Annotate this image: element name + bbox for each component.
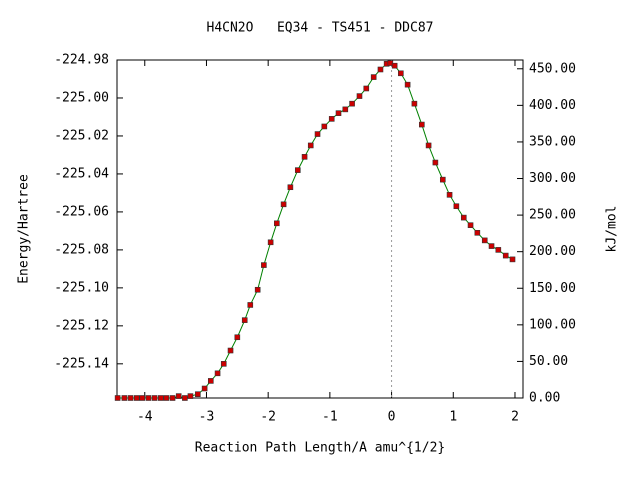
y2-tick-label: 100.00 bbox=[529, 317, 576, 332]
data-point bbox=[328, 116, 335, 122]
y2-tick-label: 250.00 bbox=[529, 208, 576, 223]
x-tick-label: -3 bbox=[199, 410, 215, 425]
data-point bbox=[234, 334, 241, 341]
chart-title: H4CN2O EQ34 - TS451 - DDC87 bbox=[207, 21, 434, 36]
data-point bbox=[175, 393, 182, 399]
x-tick-label: -4 bbox=[137, 410, 153, 425]
data-point bbox=[335, 110, 342, 116]
data-point bbox=[495, 247, 502, 253]
data-point bbox=[195, 391, 201, 398]
data-point bbox=[404, 81, 411, 88]
data-point bbox=[349, 100, 355, 107]
x-tick-label: -2 bbox=[260, 410, 276, 425]
data-point bbox=[127, 395, 134, 401]
data-point bbox=[481, 237, 488, 244]
data-point bbox=[241, 317, 248, 323]
data-point bbox=[467, 222, 474, 229]
y2-tick-label: 150.00 bbox=[529, 281, 576, 296]
y2-tick-label: 200.00 bbox=[529, 244, 576, 259]
data-point bbox=[145, 395, 152, 401]
data-point bbox=[254, 286, 261, 293]
data-point bbox=[411, 100, 418, 107]
data-point bbox=[446, 192, 453, 198]
y-tick-label: -225.12 bbox=[54, 318, 109, 333]
y-tick-label: -225.04 bbox=[54, 166, 109, 181]
y-tick-label: -225.10 bbox=[54, 280, 109, 295]
data-point bbox=[261, 262, 267, 268]
data-point bbox=[363, 85, 370, 92]
x-axis-label: Reaction Path Length/A amu^{1/2} bbox=[195, 441, 445, 456]
y2-axis-label: kJ/mol bbox=[605, 206, 620, 253]
data-point bbox=[314, 131, 321, 137]
data-point bbox=[121, 395, 128, 401]
data-point bbox=[342, 106, 349, 113]
data-point bbox=[391, 62, 398, 69]
x-tick-label: 2 bbox=[511, 410, 519, 425]
data-point bbox=[439, 176, 446, 183]
data-point bbox=[133, 395, 140, 401]
data-point bbox=[287, 184, 294, 191]
data-point bbox=[227, 347, 234, 354]
y2-tick-label: 450.00 bbox=[529, 61, 576, 76]
data-point bbox=[307, 142, 314, 149]
data-point bbox=[158, 395, 164, 401]
data-point bbox=[474, 229, 481, 236]
data-point bbox=[432, 159, 439, 166]
data-point bbox=[114, 395, 121, 401]
y-tick-label: -225.00 bbox=[54, 90, 109, 105]
y2-tick-label: 300.00 bbox=[529, 171, 576, 186]
x-tick-label: 1 bbox=[449, 410, 457, 425]
y-tick-label: -225.02 bbox=[54, 128, 109, 143]
data-point bbox=[398, 70, 404, 77]
y2-tick-label: 400.00 bbox=[529, 98, 576, 113]
y-tick-label: -225.14 bbox=[54, 356, 109, 371]
data-point bbox=[509, 256, 516, 263]
data-point bbox=[294, 167, 301, 173]
x-tick-label: 0 bbox=[388, 410, 396, 425]
data-point bbox=[502, 252, 509, 259]
y2-tick-label: 350.00 bbox=[529, 134, 576, 149]
data-point bbox=[370, 74, 377, 80]
data-point bbox=[274, 220, 280, 227]
data-point bbox=[453, 203, 460, 210]
data-point bbox=[280, 201, 287, 208]
plot-frame bbox=[116, 59, 524, 399]
data-point bbox=[247, 302, 254, 308]
data-point bbox=[425, 142, 432, 149]
x-tick-label: -1 bbox=[322, 410, 338, 425]
data-point bbox=[419, 121, 425, 128]
data-point bbox=[169, 395, 176, 401]
data-point bbox=[151, 395, 158, 401]
data-point bbox=[207, 378, 214, 384]
y-tick-label: -225.06 bbox=[54, 204, 109, 219]
data-point bbox=[187, 393, 194, 399]
data-point bbox=[182, 395, 188, 401]
data-point bbox=[214, 370, 221, 377]
data-point bbox=[163, 395, 170, 401]
y2-tick-label: 0.00 bbox=[529, 391, 560, 406]
data-point bbox=[201, 385, 208, 392]
data-point bbox=[139, 395, 146, 401]
data-point bbox=[356, 93, 363, 99]
y-tick-label: -225.08 bbox=[54, 242, 109, 257]
data-point bbox=[301, 154, 308, 160]
data-point bbox=[488, 243, 495, 249]
data-point bbox=[460, 214, 467, 221]
data-point bbox=[220, 361, 227, 367]
y2-tick-label: 50.00 bbox=[529, 354, 568, 369]
data-point bbox=[321, 123, 328, 130]
y-tick-label: -224.98 bbox=[54, 53, 109, 68]
data-point bbox=[267, 239, 274, 246]
y-axis-label: Energy/Hartree bbox=[17, 174, 32, 284]
data-point bbox=[377, 66, 384, 73]
